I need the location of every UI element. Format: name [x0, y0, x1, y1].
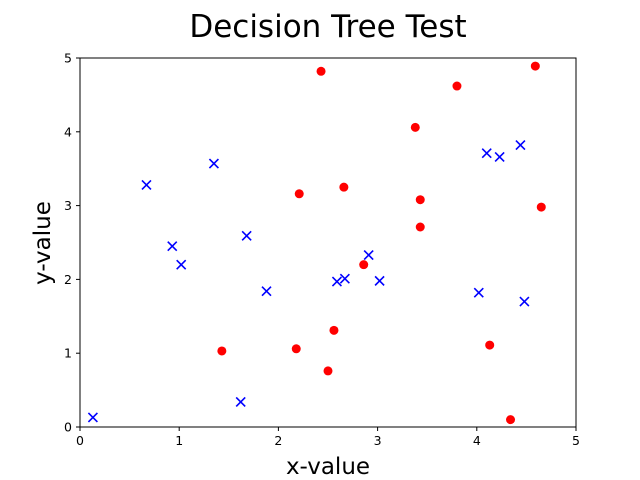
y-tick-label: 0 — [64, 420, 72, 435]
x-tick-label: 1 — [175, 433, 183, 448]
axis-ticks: 0 1 2 3 4 5 0 1 2 3 4 5 — [64, 51, 580, 449]
plot-area-frame — [79, 57, 577, 428]
circle-point — [415, 222, 425, 232]
x-tick-label: 3 — [374, 433, 382, 448]
circle-point — [452, 81, 462, 91]
x-point — [261, 286, 272, 297]
y-tick-label: 4 — [64, 124, 72, 139]
x-tick-label: 2 — [274, 433, 282, 448]
x-point — [339, 273, 350, 284]
y-tick-label: 3 — [64, 198, 72, 213]
x-point — [494, 151, 505, 162]
x-point — [208, 158, 219, 169]
circle-point — [291, 344, 301, 354]
x-point — [363, 249, 374, 261]
circle-point — [359, 260, 369, 270]
x-axis-label: x-value — [286, 454, 370, 480]
data-points — [87, 61, 546, 425]
circle-point — [485, 340, 495, 350]
y-axis-label: y-value — [30, 201, 56, 285]
circle-point — [415, 195, 425, 205]
y-tick-label: 2 — [64, 272, 72, 287]
x-point — [473, 287, 484, 298]
circle-point — [339, 182, 349, 192]
circle-point — [329, 325, 339, 335]
circle-point — [323, 366, 333, 376]
x-tick-label: 0 — [76, 433, 84, 448]
circle-point — [410, 122, 420, 132]
circle-point — [536, 202, 546, 212]
x-point — [241, 230, 252, 241]
x-point — [176, 259, 187, 270]
x-point — [235, 396, 246, 407]
y-tick-label: 1 — [64, 346, 72, 361]
circle-point — [294, 189, 304, 199]
x-point — [141, 179, 152, 191]
x-point — [87, 412, 98, 423]
circle-point — [316, 66, 326, 76]
x-tick-label: 5 — [572, 433, 580, 448]
x-tick-label: 4 — [473, 433, 481, 448]
x-point — [515, 140, 526, 151]
x-point — [167, 241, 178, 252]
circle-point — [217, 346, 227, 356]
x-point — [519, 296, 530, 307]
circle-point — [530, 61, 540, 71]
y-tick-label: 5 — [64, 51, 72, 66]
x-point — [374, 275, 385, 286]
circle-point — [506, 415, 516, 425]
chart-title: Decision Tree Test — [189, 9, 466, 45]
x-point — [331, 276, 342, 287]
x-point — [481, 148, 492, 159]
